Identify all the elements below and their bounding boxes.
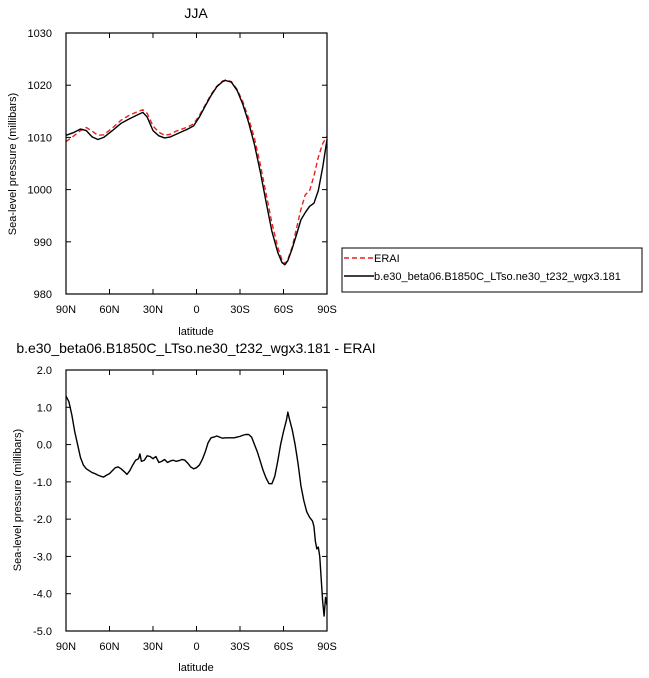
bottom-x-tick-label: 90N [56, 641, 76, 653]
legend: ERAI b.e30_beta06.B1850C_LTso.ne30_t232_… [341, 247, 643, 293]
bottom-x-tick-label: 60N [99, 641, 119, 653]
top-chart-panel: JJA 90N 60N 30N 0 30S 60S 90S 980 990 1000 1010 102… [7, 5, 337, 338]
bottom-x-tick-label: 90S [317, 641, 337, 653]
top-plot-frame [65, 32, 328, 295]
top-y-tick-label: 980 [34, 289, 52, 301]
top-chart-ylabel: Sea-level pressure (millibars) [7, 93, 19, 235]
top-x-tick-label: 90N [56, 304, 76, 316]
top-series-line-0 [65, 79, 328, 265]
bottom-y-tick-label: -1.0 [33, 477, 52, 489]
bottom-x-tick-label: 30N [143, 641, 163, 653]
top-chart-title: JJA [184, 5, 208, 21]
top-chart-xlabel: latitude [178, 326, 213, 338]
bottom-y-tick-label: 1.0 [37, 402, 52, 414]
bottom-chart-panel: b.e30_beta06.B1850C_LTso.ne30_t232_wgx3.… [12, 340, 376, 674]
top-y-tick-label: 1030 [28, 28, 52, 40]
top-series-line-1 [65, 79, 328, 266]
bottom-y-tick-label: -4.0 [33, 589, 52, 601]
bottom-x-tick-label: 30S [230, 641, 250, 653]
top-y-tick-label: 1020 [28, 80, 52, 92]
top-chart-plot-area: 90N 60N 30N 0 30S 60S 90S 980 990 1000 1010 1020 103… [28, 28, 337, 316]
bottom-x-tick-label: 0 [193, 641, 199, 653]
top-x-tick-label: 90S [317, 304, 337, 316]
bottom-series-line-0 [65, 395, 328, 617]
bottom-y-tick-label: -3.0 [33, 551, 52, 563]
bottom-chart-ylabel: Sea-level pressure (millibars) [12, 429, 24, 571]
top-x-tick-label: 60S [274, 304, 294, 316]
top-x-tick-label: 30S [230, 304, 250, 316]
bottom-y-tick-label: 0.0 [37, 440, 52, 452]
top-y-tick-label: 1000 [28, 185, 52, 197]
bottom-chart-xlabel: latitude [178, 662, 213, 674]
top-y-tick-label: 1010 [28, 132, 52, 144]
top-x-tick-label: 0 [193, 304, 199, 316]
top-x-tick-label: 30N [143, 304, 163, 316]
legend-box [341, 247, 643, 293]
bottom-x-tick-label: 60S [274, 641, 294, 653]
bottom-plot-frame [65, 369, 328, 632]
top-y-tick-label: 990 [34, 237, 52, 249]
bottom-y-tick-label: -2.0 [33, 514, 52, 526]
bottom-chart-title: b.e30_beta06.B1850C_LTso.ne30_t232_wgx3.… [16, 340, 375, 356]
bottom-y-tick-label: -5.0 [33, 626, 52, 638]
legend-label-model: b.e30_beta06.B1850C_LTso.ne30_t232_wgx3.… [374, 271, 621, 283]
bottom-chart-plot-area: 90N 60N 30N 0 30S 60S 90S 2.0 1.0 0.0 -1.0 -2.0 -3.0… [33, 365, 337, 653]
legend-label-erai: ERAI [374, 253, 400, 265]
top-x-tick-label: 60N [99, 304, 119, 316]
bottom-y-tick-label: 2.0 [37, 365, 52, 377]
